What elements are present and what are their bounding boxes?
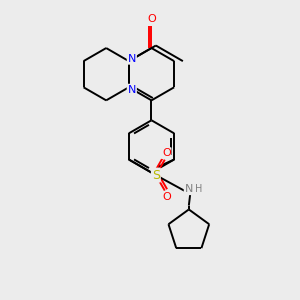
Text: N: N xyxy=(128,85,136,95)
Text: O: O xyxy=(162,148,171,158)
Text: H: H xyxy=(195,184,202,194)
Text: S: S xyxy=(152,169,160,182)
Text: O: O xyxy=(162,192,171,202)
Text: N: N xyxy=(128,54,136,64)
Text: N: N xyxy=(184,184,193,194)
Text: O: O xyxy=(147,14,156,24)
